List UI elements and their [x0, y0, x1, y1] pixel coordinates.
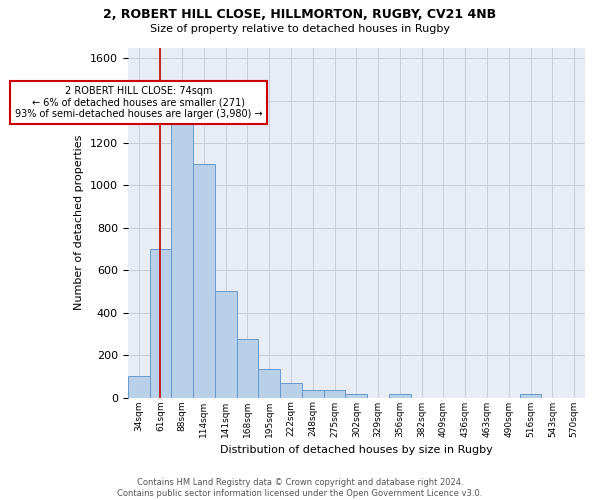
X-axis label: Distribution of detached houses by size in Rugby: Distribution of detached houses by size … [220, 445, 493, 455]
Bar [259, 369, 280, 398]
Text: 2 ROBERT HILL CLOSE: 74sqm
← 6% of detached houses are smaller (271)
93% of semi: 2 ROBERT HILL CLOSE: 74sqm ← 6% of detac… [15, 86, 262, 119]
Bar [520, 394, 541, 398]
Bar [149, 249, 171, 398]
Text: 2, ROBERT HILL CLOSE, HILLMORTON, RUGBY, CV21 4NB: 2, ROBERT HILL CLOSE, HILLMORTON, RUGBY,… [103, 8, 497, 20]
Bar [389, 394, 411, 398]
Bar [324, 390, 346, 398]
Bar [193, 164, 215, 398]
Text: Size of property relative to detached houses in Rugby: Size of property relative to detached ho… [150, 24, 450, 34]
Bar [236, 339, 259, 398]
Bar [171, 116, 193, 398]
Text: Contains HM Land Registry data © Crown copyright and database right 2024.
Contai: Contains HM Land Registry data © Crown c… [118, 478, 482, 498]
Bar [346, 394, 367, 398]
Bar [128, 376, 149, 398]
Bar [215, 292, 236, 398]
Y-axis label: Number of detached properties: Number of detached properties [74, 135, 85, 310]
Bar [302, 390, 324, 398]
Bar [280, 382, 302, 398]
